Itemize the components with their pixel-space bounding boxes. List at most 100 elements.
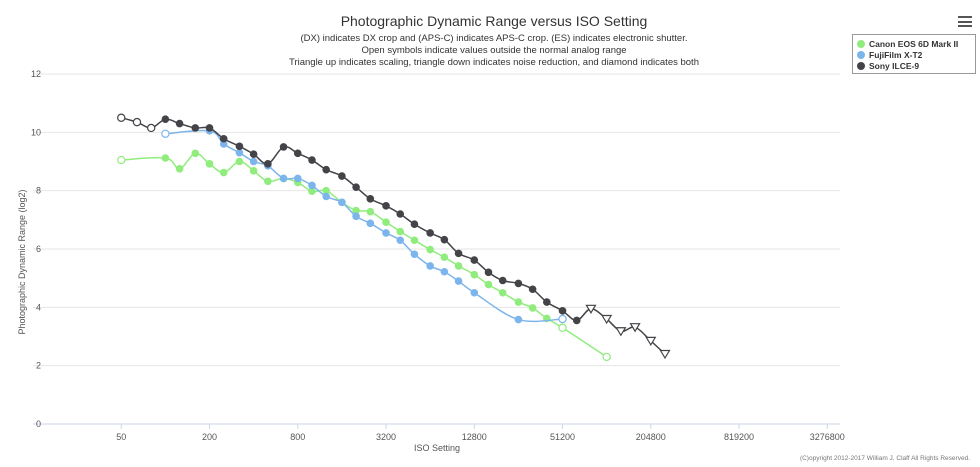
- legend-item-fujifilm-x-t2[interactable]: FujiFilm X-T2: [857, 49, 971, 60]
- data-point: [484, 268, 493, 277]
- data-point: [161, 129, 170, 138]
- data-point: [352, 206, 360, 215]
- data-point: [366, 207, 375, 216]
- legend-item-sony-ilce-9[interactable]: Sony ILCE-9: [857, 60, 971, 71]
- data-point: [440, 235, 449, 244]
- data-point: [308, 156, 316, 164]
- legend-marker-sony: [857, 61, 865, 70]
- data-point: [454, 249, 463, 258]
- series: [117, 113, 671, 362]
- chart-subtitle-line-2: Open symbols indicate values outside the…: [361, 45, 626, 56]
- data-point: [543, 298, 551, 306]
- y-tick-label: 4: [36, 302, 41, 312]
- data-point: [601, 314, 613, 325]
- data-point: [558, 307, 567, 315]
- data-point: [454, 277, 463, 285]
- data-point: [117, 113, 126, 122]
- data-point: [219, 140, 228, 148]
- data-point: [219, 134, 228, 143]
- x-tick-label: 204800: [636, 432, 666, 442]
- data-point: [645, 336, 657, 347]
- data-point: [219, 168, 228, 177]
- data-point: [514, 298, 523, 306]
- data-point: [161, 154, 170, 162]
- series-line: [121, 152, 608, 358]
- data-point: [572, 316, 581, 325]
- data-point: [249, 167, 258, 175]
- data-point: [470, 270, 479, 279]
- data-point: [117, 155, 126, 165]
- x-tick-label: 200: [202, 432, 217, 442]
- data-point: [235, 148, 244, 157]
- series-0: [117, 149, 611, 362]
- data-point: [264, 177, 272, 186]
- data-point: [426, 245, 434, 254]
- data-point: [396, 236, 405, 245]
- copyright-credit: (C)opyright 2012-2017 William J. Claff A…: [800, 455, 970, 462]
- data-point: [528, 285, 537, 294]
- x-axis-title: ISO Setting: [414, 443, 460, 453]
- legend-label: Canon EOS 6D Mark II: [869, 38, 959, 49]
- data-point: [279, 143, 288, 151]
- legend-label: FujiFilm X-T2: [869, 49, 923, 60]
- data-point: [396, 210, 405, 218]
- data-point: [308, 181, 316, 190]
- data-point: [366, 195, 375, 203]
- chart-title: Photographic Dynamic Range versus ISO Se…: [341, 13, 648, 29]
- data-point: [454, 262, 463, 270]
- data-point: [410, 220, 419, 229]
- data-point: [426, 229, 434, 237]
- y-tick-label: 12: [31, 69, 41, 79]
- data-point: [602, 352, 611, 362]
- data-point: [322, 165, 330, 174]
- data-point: [175, 164, 184, 173]
- y-tick-label: 2: [36, 361, 41, 371]
- data-point: [498, 288, 507, 297]
- data-point: [498, 276, 507, 285]
- menu-bar: [958, 20, 972, 23]
- data-point: [440, 253, 449, 261]
- data-point: [322, 192, 330, 201]
- data-point: [191, 124, 200, 132]
- data-point: [470, 256, 479, 264]
- data-point: [440, 267, 449, 276]
- x-tick-label: 3276800: [810, 432, 845, 442]
- data-point: [146, 123, 156, 133]
- x-tick-label: 819200: [724, 432, 754, 442]
- x-tick-label: 3200: [376, 432, 396, 442]
- data-point: [293, 174, 302, 183]
- menu-bar: [958, 25, 972, 27]
- data-point: [484, 280, 493, 289]
- data-point: [426, 262, 434, 270]
- data-point: [352, 212, 360, 221]
- data-point: [366, 219, 375, 228]
- data-point: [235, 157, 244, 166]
- data-point: [659, 349, 671, 360]
- legend-marker-fujifilm: [857, 50, 865, 59]
- hamburger-menu-icon[interactable]: [958, 16, 972, 28]
- data-point: [470, 288, 479, 297]
- data-point: [132, 117, 142, 127]
- data-point: [338, 198, 346, 207]
- x-tick-label: 12800: [462, 432, 487, 442]
- data-point: [161, 115, 170, 124]
- data-point: [585, 304, 597, 314]
- data-point: [175, 119, 184, 128]
- data-point: [382, 229, 390, 237]
- chart-subtitle-line-3: Triangle up indicates scaling, triangle …: [289, 57, 699, 68]
- data-point: [293, 149, 302, 158]
- legend-item-canon-eos-6d-mark-ii[interactable]: Canon EOS 6D Mark II: [857, 38, 971, 49]
- series-2: [117, 113, 671, 360]
- data-point: [322, 186, 330, 195]
- data-point: [235, 142, 244, 151]
- y-tick-label: 6: [36, 244, 41, 254]
- data-point: [264, 160, 272, 168]
- data-point: [396, 227, 405, 236]
- data-point: [279, 174, 288, 183]
- data-point: [382, 218, 390, 226]
- data-point: [249, 157, 258, 166]
- data-point: [249, 150, 258, 159]
- data-point: [629, 323, 641, 333]
- legend-label: Sony ILCE-9: [869, 60, 920, 71]
